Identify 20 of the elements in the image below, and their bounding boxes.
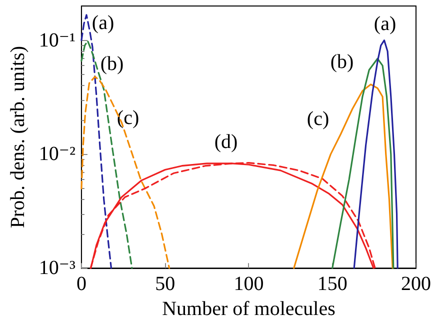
y-axis-title: Prob. dens. (arb. units) — [7, 46, 29, 228]
line-series — [293, 84, 394, 269]
x-tick-label: 150 — [317, 273, 348, 296]
y-tick-label: 10⁻³ — [38, 257, 76, 280]
line-series — [80, 76, 170, 269]
line-series — [353, 39, 398, 269]
y-tick-label: 10⁻¹ — [38, 29, 76, 52]
annotation: (b) — [100, 53, 124, 75]
x-tick-label: 0 — [76, 273, 86, 296]
annotation: (a) — [374, 13, 396, 35]
annotation: (c) — [116, 107, 140, 129]
x-tick-label: 200 — [401, 273, 431, 296]
annotation: (a) — [92, 12, 114, 34]
x-axis-title: Number of molecules — [162, 298, 336, 320]
annotation: (c) — [306, 108, 330, 130]
annotation: (b) — [330, 51, 354, 73]
x-tick-label: 50 — [155, 273, 176, 296]
annotation: (d) — [214, 131, 238, 153]
y-tick-label: 10⁻² — [38, 143, 76, 166]
x-tick-label: 100 — [234, 273, 264, 296]
